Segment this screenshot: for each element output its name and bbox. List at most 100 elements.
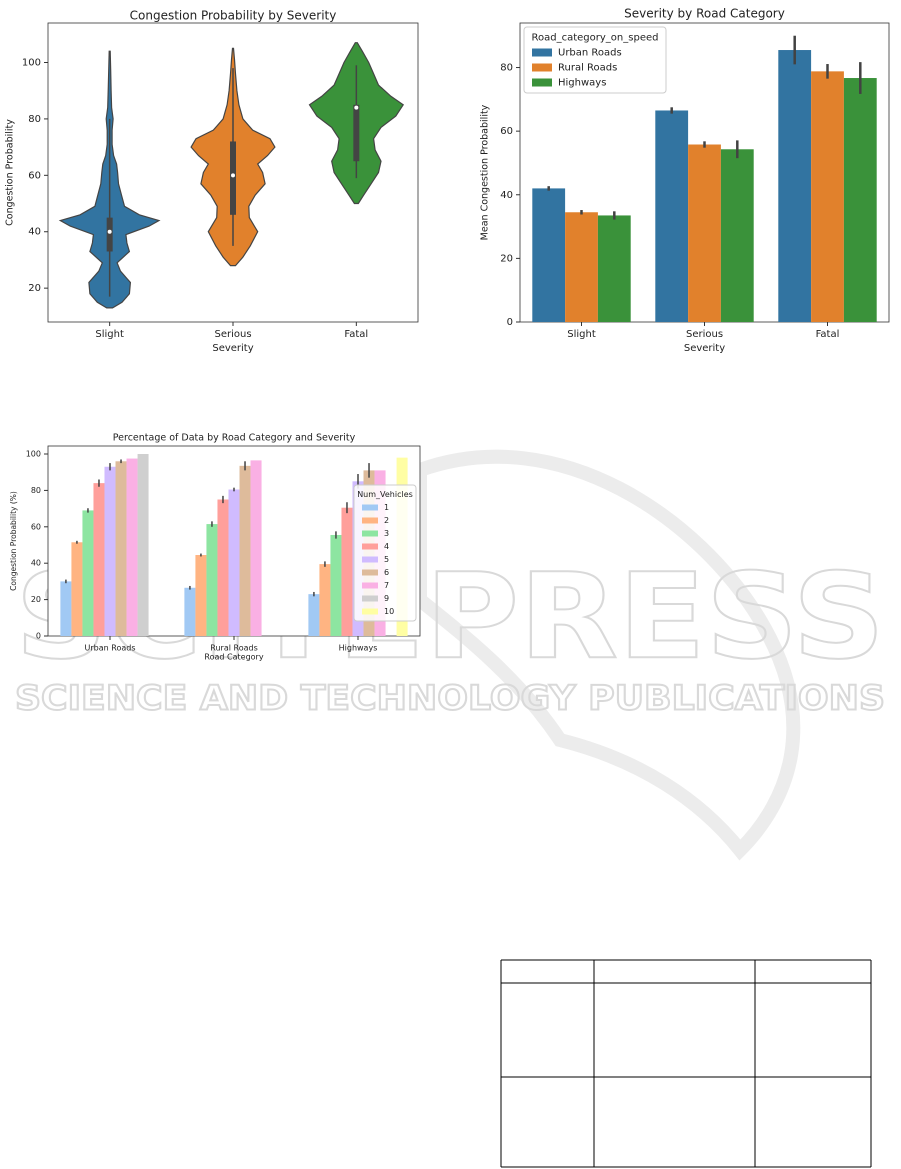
bar — [195, 555, 207, 636]
bar — [319, 564, 331, 636]
bar — [778, 50, 812, 323]
y-tick-label: 20 — [500, 253, 513, 264]
violin-median — [354, 105, 359, 110]
bar — [532, 188, 566, 322]
legend-title: Road_category_on_speed — [532, 33, 659, 44]
bar — [71, 542, 83, 636]
bar — [126, 458, 138, 636]
y-tick-label: 80 — [500, 63, 513, 74]
y-tick-label: 80 — [31, 486, 41, 495]
y-tick-label: 20 — [28, 283, 41, 294]
legend-swatch — [362, 595, 378, 602]
legend-label: 4 — [384, 542, 389, 551]
legend-label: 7 — [384, 581, 389, 590]
chart: Percentage of Data by Road Category and … — [9, 433, 421, 662]
y-axis-label: Mean Congestion Probability — [480, 104, 491, 240]
x-tick-label: Rural Roads — [210, 644, 257, 653]
x-tick-label: Fatal — [344, 329, 368, 340]
bar — [115, 461, 127, 636]
y-tick-label: 100 — [26, 450, 41, 459]
bar — [239, 465, 251, 636]
violin-box — [106, 217, 113, 252]
bar — [184, 587, 196, 636]
x-tick-label: Serious — [214, 329, 251, 340]
bar — [82, 510, 94, 636]
legend-label: 10 — [384, 607, 394, 616]
legend-label: Rural Roads — [558, 63, 617, 74]
violin-box — [230, 141, 236, 215]
chart-title: Severity by Road Category — [624, 7, 785, 21]
bar — [217, 499, 229, 636]
bar — [843, 78, 877, 323]
legend-label: Urban Roads — [558, 48, 622, 59]
bar — [228, 489, 240, 636]
y-tick-label: 60 — [28, 170, 41, 181]
legend-swatch — [532, 78, 552, 87]
bar — [308, 594, 320, 636]
chart: Congestion Probability by Severity Severi… — [5, 9, 419, 354]
watermark-swoosh — [413, 449, 801, 861]
bar — [655, 110, 689, 322]
x-tick-label: Fatal — [816, 329, 840, 340]
bar — [60, 581, 72, 636]
violin-median — [107, 229, 112, 234]
legend-swatch — [362, 543, 378, 550]
legend-label: 9 — [384, 594, 389, 603]
bar — [688, 144, 721, 322]
bar — [811, 71, 844, 322]
y-tick-label: 80 — [28, 114, 41, 125]
bar — [341, 507, 353, 636]
bar — [104, 466, 116, 636]
legend-swatch — [362, 504, 378, 511]
legend-swatch — [362, 556, 378, 563]
y-tick-label: 100 — [22, 57, 41, 68]
legend-swatch — [532, 48, 552, 57]
x-tick-label: Slight — [95, 329, 124, 340]
y-tick-label: 40 — [31, 559, 41, 568]
legend-label: 1 — [384, 503, 389, 512]
x-tick-label: Highways — [339, 644, 378, 653]
y-tick-label: 40 — [500, 190, 513, 201]
legend-label: Highways — [558, 78, 606, 89]
chart-title: Congestion Probability by Severity — [130, 9, 337, 23]
legend-swatch — [362, 517, 378, 524]
y-tick-label: 0 — [507, 317, 513, 328]
bar — [720, 149, 754, 322]
x-axis-label: Road Category — [204, 653, 263, 662]
y-tick-label: 60 — [31, 522, 41, 531]
x-axis-label: Severity — [212, 343, 253, 354]
y-tick-label: 60 — [500, 126, 513, 137]
legend-label: 3 — [384, 529, 389, 538]
x-tick-label: Slight — [567, 329, 596, 340]
x-axis-label: Severity — [684, 343, 725, 354]
legend-label: 5 — [384, 555, 389, 564]
bar — [206, 524, 218, 636]
legend-swatch — [532, 63, 552, 72]
y-axis-label: Congestion Probability — [5, 119, 16, 226]
legend-label: 6 — [384, 568, 389, 577]
legend-title: Num_Vehicles — [357, 490, 413, 499]
chart-title: Percentage of Data by Road Category and … — [113, 433, 356, 444]
bar — [137, 454, 149, 636]
legend-swatch — [362, 530, 378, 537]
y-axis-label: Congestion Probability (%) — [9, 491, 18, 591]
bar — [565, 212, 598, 322]
violin-box — [353, 104, 360, 162]
legend-swatch — [362, 582, 378, 589]
y-tick-label: 20 — [31, 595, 41, 604]
watermark-subtitle: SCIENCE AND TECHNOLOGY PUBLICATIONS — [15, 679, 885, 719]
bar — [597, 215, 631, 322]
bar — [330, 534, 342, 636]
table — [500, 959, 872, 1168]
bar — [250, 460, 262, 636]
violin-median — [231, 173, 235, 178]
chart: Severity by Road Category Severity Mean Co… — [480, 7, 890, 354]
legend-swatch — [362, 608, 378, 615]
bar — [93, 483, 105, 636]
y-tick-label: 40 — [28, 227, 41, 238]
legend-swatch — [362, 569, 378, 576]
x-tick-label: Urban Roads — [85, 644, 136, 653]
legend-box — [523, 26, 667, 94]
